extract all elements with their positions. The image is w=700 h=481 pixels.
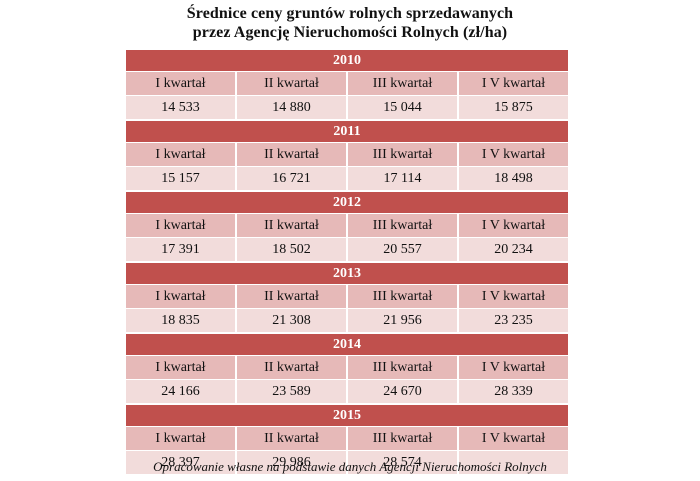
quarter-label: I V kwartał	[481, 218, 546, 233]
quarter-label: I kwartał	[126, 143, 237, 166]
quarter-label: I kwartał	[126, 285, 237, 308]
price-cell: 15 875	[494, 100, 533, 115]
source-note: Opracowanie własne na podstawie danych A…	[153, 459, 547, 474]
quarter-header-row: I kwartał II kwartał III kwartał I V kwarta…	[126, 214, 568, 238]
quarter-label: II kwartał	[237, 214, 348, 237]
price-cell: 21 956	[348, 309, 459, 332]
price-cell: 18 835	[126, 309, 237, 332]
price-cell: 17 391	[126, 238, 237, 261]
quarter-label: I V kwartał	[481, 431, 546, 446]
price-table: 2010 I kwartał II kwartał III kwartał I V kw…	[126, 49, 568, 475]
year-block-2012: 2012 I kwartał II kwartał III kwartał I V kw…	[126, 191, 568, 262]
price-cell: 15 157	[126, 167, 237, 190]
price-cell: 20 557	[348, 238, 459, 261]
year-header: 2011	[126, 120, 568, 143]
quarter-label: I V kwartał	[481, 76, 546, 91]
quarter-label: I kwartał	[126, 427, 237, 450]
price-row: 14 533 14 880 15 044 15 875	[126, 96, 568, 120]
quarter-label: I kwartał	[126, 72, 237, 95]
year-block-2015: 2015 I kwartał II kwartał III kwartał I V kw…	[126, 404, 568, 475]
year-block-2010: 2010 I kwartał II kwartał III kwartał I V kw…	[126, 49, 568, 120]
price-row: 18 835 21 308 21 956 23 235	[126, 309, 568, 333]
quarter-label: III kwartał	[348, 285, 459, 308]
quarter-label: III kwartał	[348, 72, 459, 95]
price-cell: 21 308	[237, 309, 348, 332]
quarter-header-row: I kwartał II kwartał III kwartał I V kwarta…	[126, 356, 568, 380]
price-row: 15 157 16 721 17 114 18 498	[126, 167, 568, 191]
quarter-label: II kwartał	[237, 356, 348, 379]
price-cell: 14 880	[237, 96, 348, 119]
quarter-label: III kwartał	[348, 356, 459, 379]
year-block-2014: 2014 I kwartał II kwartał III kwartał I V kw…	[126, 333, 568, 404]
price-cell: 24 166	[126, 380, 237, 403]
price-row: 17 391 18 502 20 557 20 234	[126, 238, 568, 262]
quarter-label: I kwartał	[126, 356, 237, 379]
title-line-1: Średnice ceny gruntów rolnych sprzedawan…	[186, 5, 514, 22]
quarter-header-row: I kwartał II kwartał III kwartał I V kwarta…	[126, 285, 568, 309]
price-cell: 23 235	[494, 313, 533, 328]
price-cell: 18 502	[237, 238, 348, 261]
quarter-label: II kwartał	[237, 143, 348, 166]
quarter-label: II kwartał	[237, 427, 348, 450]
quarter-header-row: I kwartał II kwartał III kwartał I V kwarta…	[126, 72, 568, 96]
price-cell: 16 721	[237, 167, 348, 190]
quarter-header-row: I kwartał II kwartał III kwartał I V kwarta…	[126, 427, 568, 451]
table-title: Średnice ceny gruntów rolnych sprzedawan…	[0, 4, 700, 42]
year-header: 2014	[126, 333, 568, 356]
price-cell: 24 670	[348, 380, 459, 403]
quarter-label: III kwartał	[348, 214, 459, 237]
quarter-label: I V kwartał	[481, 147, 546, 162]
price-cell: 15 044	[348, 96, 459, 119]
year-header: 2010	[126, 49, 568, 72]
quarter-header-row: I kwartał II kwartał III kwartał I V kwarta…	[126, 143, 568, 167]
price-cell: 28 397	[126, 451, 237, 474]
year-block-2013: 2013 I kwartał II kwartał III kwartał I V kw…	[126, 262, 568, 333]
quarter-label: III kwartał	[348, 143, 459, 166]
year-header: 2015	[126, 404, 568, 427]
quarter-label: II kwartał	[237, 72, 348, 95]
title-line-2: przez Agencję Nieruchomości Rolnych (zł/…	[192, 24, 508, 41]
quarter-label: I V kwartał	[481, 360, 546, 375]
quarter-label: II kwartał	[237, 285, 348, 308]
quarter-label: III kwartał	[348, 427, 459, 450]
price-cell: 28 339	[494, 384, 533, 399]
year-header: 2013	[126, 262, 568, 285]
year-header: 2012	[126, 191, 568, 214]
price-cell: 18 498	[494, 171, 533, 186]
quarter-label: I kwartał	[126, 214, 237, 237]
price-cell: 14 533	[126, 96, 237, 119]
price-row: 28 397 29 986 28 574	[126, 451, 568, 475]
price-row: 24 166 23 589 24 670 28 339	[126, 380, 568, 404]
quarter-label: I V kwartał	[481, 289, 546, 304]
price-cell: 17 114	[348, 167, 459, 190]
price-cell: 20 234	[494, 242, 533, 257]
price-cell: 29 986	[237, 451, 348, 474]
price-cell: 28 574	[348, 451, 459, 474]
year-block-2011: 2011 I kwartał II kwartał III kwartał I V kw…	[126, 120, 568, 191]
price-cell: 23 589	[237, 380, 348, 403]
